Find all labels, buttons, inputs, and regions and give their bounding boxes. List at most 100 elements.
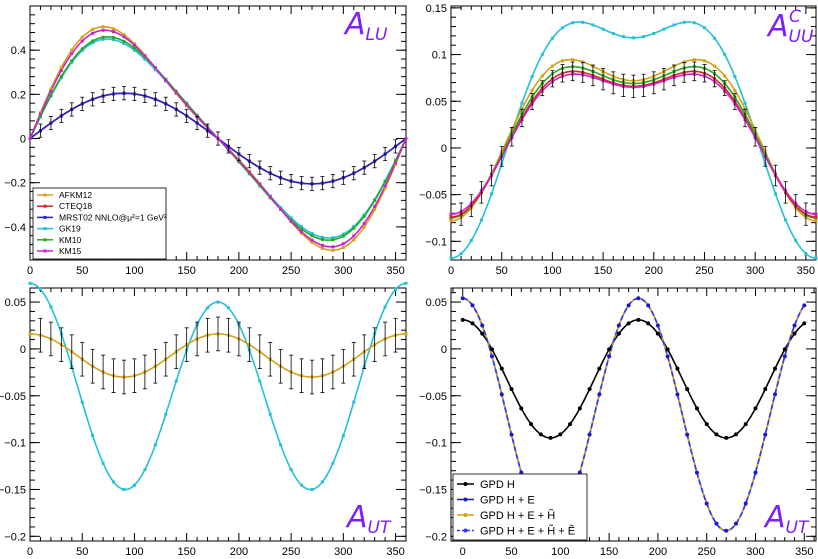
panel-label-sub: UU [789, 27, 814, 47]
data-point [773, 192, 777, 196]
data-point [59, 65, 63, 69]
data-point [672, 23, 676, 27]
data-point [540, 53, 544, 57]
data-point [258, 379, 262, 383]
data-point [460, 296, 465, 301]
y-tick-label: 0.15 [426, 3, 447, 15]
legend-entry: CTEQ18 [59, 201, 92, 211]
data-point [611, 31, 615, 35]
data-point [702, 26, 706, 30]
data-point [258, 182, 262, 186]
x-tick-label: 200 [645, 265, 663, 277]
series-line-1 [450, 21, 817, 259]
data-point [383, 305, 387, 309]
data-point [509, 432, 514, 437]
data-point [310, 231, 314, 235]
data-point [373, 205, 377, 209]
data-point [153, 68, 157, 72]
data-point [814, 215, 818, 219]
data-point [561, 26, 565, 30]
data-point [685, 432, 690, 437]
data-point [577, 406, 582, 411]
data-point [743, 501, 748, 506]
data-point [132, 483, 136, 487]
legend-entry: KM10 [59, 235, 81, 245]
data-point [626, 321, 631, 326]
data-point [268, 195, 272, 199]
data-point [331, 245, 335, 249]
y-tick-label: 0.1 [432, 50, 447, 62]
data-point [80, 47, 84, 51]
data-point [101, 37, 105, 41]
data-point [682, 60, 686, 64]
x-tick-label: 300 [746, 546, 764, 558]
panel-label: AUT [345, 500, 392, 538]
data-point [642, 35, 646, 39]
data-point [499, 366, 504, 371]
data-point [310, 238, 314, 242]
data-point [49, 89, 53, 93]
x-tick-label: 0 [27, 265, 33, 277]
data-point [341, 232, 345, 236]
data-point [153, 443, 157, 447]
data-point [174, 379, 178, 383]
y-tick-label: −0.15 [419, 484, 447, 496]
data-point [587, 387, 592, 392]
data-point [320, 235, 324, 239]
y-tick-label: −0.15 [0, 484, 26, 496]
y-tick-label: −0.1 [425, 236, 447, 248]
y-tick-label: −0.05 [419, 190, 447, 202]
data-point [28, 137, 32, 141]
data-point [59, 69, 63, 73]
legend-entry: GPD H + E + H̃ + Ẽ [480, 525, 575, 538]
data-point [300, 227, 304, 231]
data-point [226, 306, 230, 310]
panel-label-sub: UT [786, 518, 810, 538]
data-point [362, 214, 366, 218]
data-point [101, 461, 105, 465]
data-point [655, 323, 660, 328]
panel-label-sub: LU [366, 25, 388, 45]
data-point [352, 400, 356, 404]
data-point [802, 303, 807, 308]
data-point [724, 528, 729, 533]
chart-panel-1: 0 50 100 150 200 250 300 350 −0.4 −0.2 0 0.2 0.4 ALU A… [4, 5, 408, 277]
data-point [530, 88, 534, 92]
data-point [694, 470, 699, 475]
legend-swatch-marker [463, 482, 468, 486]
data-point [185, 101, 189, 105]
legend-box [32, 187, 167, 260]
x-tick-label: 0 [448, 265, 454, 277]
x-tick-label: 0 [460, 546, 466, 558]
data-point [289, 216, 293, 220]
x-tick-label: 50 [76, 265, 88, 277]
data-point [743, 422, 748, 427]
data-point [519, 406, 524, 411]
x-tick-label: 150 [594, 265, 612, 277]
data-point [704, 422, 709, 427]
data-point [519, 470, 524, 475]
data-point [112, 27, 116, 31]
chart-panel-2: 0 50 100 150 200 250 300 350 −0.1 −0.05 0 0.05 0.1 0.… [419, 3, 818, 277]
data-point [49, 87, 53, 91]
x-tick-label: 250 [698, 546, 716, 558]
data-point [143, 468, 147, 472]
data-point [112, 30, 116, 34]
data-point [692, 21, 696, 25]
data-point [341, 246, 345, 250]
data-point [362, 225, 366, 229]
y-tick-label: 0.4 [11, 45, 26, 57]
data-point [616, 331, 621, 336]
data-point [490, 192, 494, 196]
data-point [540, 74, 544, 78]
data-point [101, 25, 105, 29]
data-point [143, 57, 147, 61]
data-point [383, 184, 387, 188]
data-point [153, 66, 157, 70]
data-point [538, 432, 543, 437]
data-point [132, 48, 136, 52]
data-point [694, 406, 699, 411]
data-point [101, 35, 105, 39]
series-line-4 [462, 297, 805, 532]
